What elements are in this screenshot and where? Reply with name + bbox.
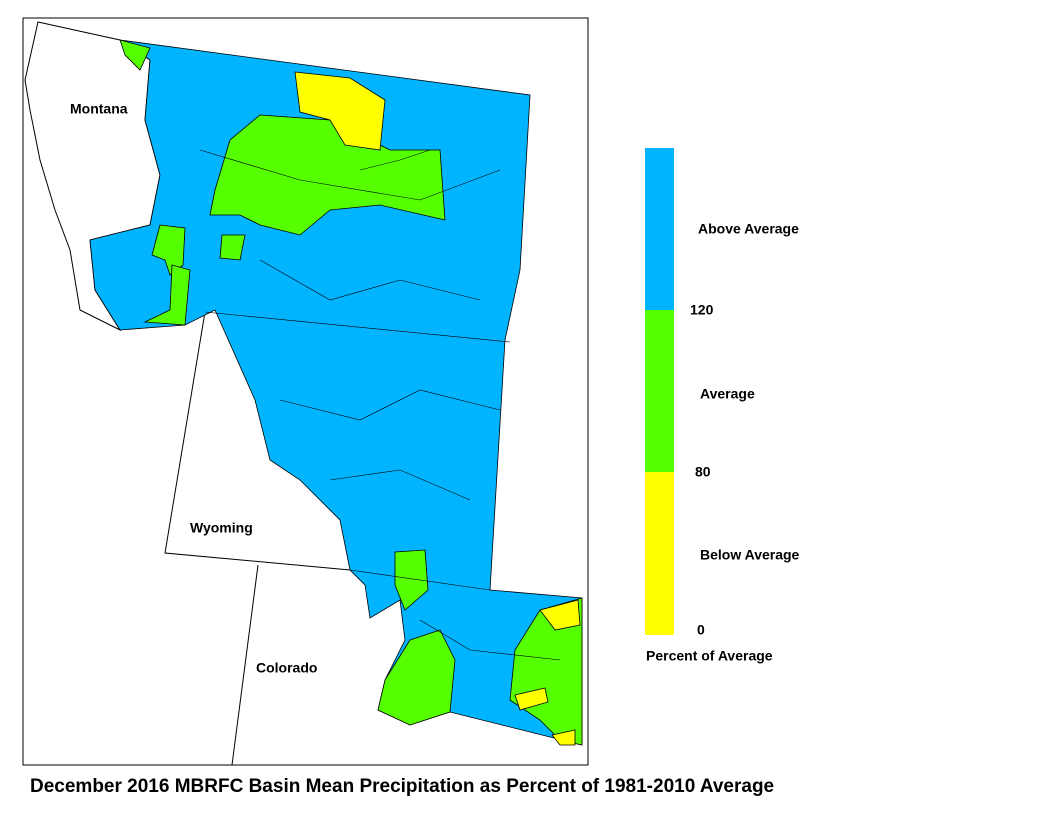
legend-swatch: [645, 148, 674, 310]
legend-label: Above Average: [698, 221, 799, 237]
basins-above: [89, 39, 583, 746]
basins-below: [514, 687, 549, 711]
legend-label: Average: [700, 386, 755, 402]
wyoming-outline: [164, 311, 351, 571]
basins-average: [119, 39, 151, 71]
legend-tick: 80: [695, 464, 711, 480]
legend-label: Below Average: [700, 547, 800, 563]
state-line: [204, 311, 511, 343]
basin-line: [199, 149, 501, 201]
state-label: Wyoming: [190, 520, 253, 536]
map: Montana Wyoming Colorado: [24, 21, 583, 766]
state-label: Colorado: [256, 660, 317, 676]
basins-below: [539, 599, 581, 631]
basins-average: [394, 549, 429, 611]
legend-tick: 0: [697, 622, 705, 638]
colorado-outline: [231, 564, 259, 766]
legend-title: Percent of Average: [646, 648, 773, 664]
basins-average: [209, 114, 446, 236]
basins-average: [219, 234, 246, 261]
basin-line: [279, 389, 501, 421]
legend: Above Average Average Below Average 120 …: [645, 148, 800, 664]
basin-line: [419, 619, 561, 661]
basins-below: [294, 71, 386, 151]
basins-average: [151, 224, 186, 276]
basins-below: [551, 729, 576, 746]
basin-line: [329, 469, 471, 501]
basins-average: [143, 264, 191, 326]
legend-swatch: [645, 472, 674, 635]
legend-tick: 120: [690, 302, 714, 318]
legend-swatch: [645, 310, 674, 472]
basins-average: [509, 597, 583, 746]
river: [359, 149, 431, 171]
basin-line: [259, 259, 481, 301]
caption: December 2016 MBRFC Basin Mean Precipita…: [30, 776, 774, 797]
state-label: Montana: [70, 101, 128, 117]
basins-average: [377, 629, 456, 726]
state-line: [349, 569, 491, 591]
